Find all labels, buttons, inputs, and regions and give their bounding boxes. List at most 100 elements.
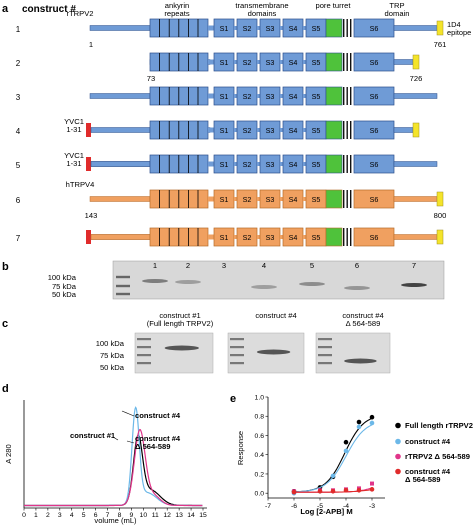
segment-link (257, 128, 260, 132)
data-point (317, 488, 323, 494)
segment-label: S1 (220, 195, 229, 204)
marker-label: 50 kDa (52, 290, 77, 299)
segment-label: S2 (243, 24, 252, 33)
panel-a-letter: a (2, 3, 9, 15)
ladder-band (318, 354, 332, 357)
segment-label: S1 (220, 24, 229, 33)
legend-marker (395, 468, 401, 475)
pore-stripe (343, 190, 345, 208)
pore-stripe (346, 228, 348, 246)
panel-e-letter: e (230, 393, 236, 405)
pore-stripe (350, 121, 352, 139)
annotation: construct #4 (135, 411, 181, 420)
segment-link (280, 26, 283, 30)
epitope-tag (436, 20, 444, 36)
segment-label: S2 (243, 126, 252, 135)
x-tick-label: 5 (82, 512, 86, 519)
segment-label: S6 (370, 58, 379, 67)
pore-turret (325, 120, 343, 140)
segment-label: S3 (266, 92, 275, 101)
segment-label: S2 (243, 92, 252, 101)
end-residue: 800 (434, 211, 447, 220)
segment-link (234, 197, 237, 201)
segment-label: S4 (289, 126, 298, 135)
yvc1-segment (86, 157, 91, 171)
segment-link (280, 235, 283, 239)
start-residue: 143 (85, 211, 98, 220)
lane-label: 5 (310, 261, 314, 270)
epitope-tag (436, 229, 444, 245)
segment-label: S3 (266, 58, 275, 67)
x-tick-label: 11 (152, 512, 159, 519)
segment-link (280, 162, 283, 166)
annotation-arrow (112, 436, 119, 441)
segment-label: S5 (312, 233, 321, 242)
x-tick-label: 0 (22, 512, 26, 519)
construct-row-6: 6 S1 S2 S3 S4 S5 S6 hTRPV4 143 800 (16, 180, 447, 220)
legend-label: rTRPV2 Δ 564-589 (405, 452, 470, 461)
epitope-tag (412, 122, 420, 138)
pore-stripe (343, 228, 345, 246)
x-tick-label: 15 (199, 512, 207, 519)
segment-label: S6 (370, 92, 379, 101)
data-point (330, 473, 336, 479)
construct-number: 1 (16, 25, 21, 34)
lane-label: 1 (153, 261, 157, 270)
pore-stripe (350, 228, 352, 246)
start-residue: 73 (147, 74, 155, 83)
segment-link (280, 197, 283, 201)
segment-label: S2 (243, 195, 252, 204)
segment-label: S6 (370, 195, 379, 204)
segment-link (257, 197, 260, 201)
left-label: YVC1 1-31 (64, 151, 84, 168)
pore-stripe (343, 155, 345, 173)
segment-label: S5 (312, 24, 321, 33)
linker (90, 127, 151, 133)
segment-label: S4 (289, 160, 298, 169)
segment-label: S3 (266, 160, 275, 169)
n-terminus (89, 25, 151, 31)
segment-label: S3 (266, 24, 275, 33)
sec-trace-1 (24, 406, 203, 507)
y-tick-label: 1.0 (255, 395, 265, 402)
segment-link (303, 162, 306, 166)
pore-turret (325, 52, 343, 72)
linker (90, 161, 151, 167)
x-tick-label: -3 (369, 503, 375, 510)
data-point (356, 488, 362, 493)
marker-band (116, 292, 130, 296)
construct-row-4: 4 S1 S2 S3 S4 S5 S6 YVC1 1-31 (16, 117, 420, 140)
x-tick-label: 3 (58, 512, 62, 519)
pore-stripe (346, 87, 348, 105)
construct-number: 7 (16, 234, 21, 243)
pore-turret (325, 227, 343, 247)
connector (208, 59, 214, 65)
segment-label: S3 (266, 126, 275, 135)
blot-membrane (112, 260, 445, 300)
ladder-band (230, 346, 244, 349)
protein-band (401, 283, 427, 287)
segment-label: S6 (370, 24, 379, 33)
dose-response-chart: 0.0 0.2 0.4 0.6 0.8 1.0 -7 -6 -5 -4 -3 Response Log … (236, 395, 473, 517)
data-point (356, 424, 362, 430)
pore-stripe (343, 121, 345, 139)
connector (208, 161, 214, 167)
segment-label: S3 (266, 195, 275, 204)
ladder-band (318, 346, 332, 349)
connector (208, 25, 214, 31)
ladder-band (318, 338, 332, 341)
ladder-band (230, 354, 244, 357)
y-tick-label: 0.8 (255, 414, 265, 421)
legend-label: Full length rTRPV2 (405, 421, 473, 430)
segment-link (303, 235, 306, 239)
segment-link (280, 94, 283, 98)
ladder-band (137, 362, 151, 365)
data-point (330, 488, 336, 494)
x-tick-label: -5 (317, 503, 323, 510)
data-point (369, 420, 375, 426)
segment-label: S6 (370, 233, 379, 242)
segment-label: S1 (220, 92, 229, 101)
marker-label: 100 kDa (96, 339, 125, 348)
